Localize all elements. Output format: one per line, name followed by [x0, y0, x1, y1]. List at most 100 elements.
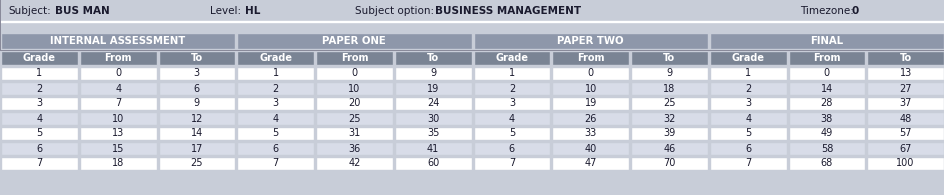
Bar — [77, 81, 78, 96]
Bar — [393, 96, 394, 111]
Text: 40: 40 — [584, 144, 596, 153]
Bar — [236, 81, 237, 96]
Text: BUSINESS MANAGEMENT: BUSINESS MANAGEMENT — [434, 6, 581, 16]
Bar — [236, 66, 314, 81]
Bar — [629, 81, 630, 96]
Bar — [708, 141, 786, 156]
Bar — [629, 66, 630, 81]
Bar — [471, 141, 472, 156]
Bar — [78, 65, 158, 66]
Bar — [708, 156, 709, 171]
Bar — [630, 66, 708, 81]
Bar — [866, 141, 867, 156]
Bar — [630, 96, 708, 111]
Bar — [786, 156, 866, 157]
Bar — [630, 66, 708, 67]
Bar — [708, 81, 709, 96]
Bar — [314, 96, 394, 97]
Bar — [472, 80, 550, 81]
Bar — [630, 95, 708, 96]
Text: 4: 4 — [115, 83, 121, 93]
Bar — [708, 141, 709, 156]
Bar — [786, 155, 866, 156]
Text: Grade: Grade — [259, 53, 292, 63]
Bar — [313, 96, 314, 111]
Bar — [314, 80, 394, 81]
Text: From: From — [340, 53, 368, 63]
Bar — [313, 111, 314, 126]
Bar — [313, 81, 314, 96]
Text: 6: 6 — [36, 144, 42, 153]
Bar — [865, 81, 866, 96]
Bar — [0, 125, 78, 126]
Bar — [550, 141, 630, 142]
Bar — [786, 141, 787, 156]
Bar — [630, 80, 708, 81]
Bar — [314, 111, 394, 112]
Bar — [708, 111, 709, 126]
Bar — [707, 126, 708, 141]
Text: INTERNAL ASSESSMENT: INTERNAL ASSESSMENT — [50, 36, 186, 46]
Bar — [158, 141, 159, 156]
Bar — [0, 0, 944, 50]
Bar — [943, 66, 944, 81]
Bar — [943, 126, 944, 141]
Bar — [472, 140, 550, 141]
Bar — [630, 141, 631, 156]
Bar — [550, 81, 630, 82]
Bar — [707, 66, 708, 81]
Bar — [943, 50, 944, 66]
Bar — [393, 141, 394, 156]
Bar — [0, 95, 78, 96]
Bar — [630, 141, 708, 142]
Bar — [472, 111, 550, 126]
Bar — [550, 81, 551, 96]
Bar — [157, 81, 158, 96]
Bar — [785, 81, 786, 96]
Bar — [0, 96, 78, 97]
Bar — [630, 125, 708, 126]
Text: 19: 19 — [584, 98, 596, 108]
Bar — [236, 111, 237, 126]
Bar — [550, 50, 630, 51]
Bar — [866, 96, 867, 111]
Bar — [158, 50, 236, 66]
Bar — [630, 155, 708, 156]
Bar — [236, 32, 472, 50]
Text: 6: 6 — [194, 83, 200, 93]
Bar — [236, 95, 314, 96]
Bar — [0, 156, 78, 171]
Bar — [708, 50, 709, 66]
Bar — [629, 50, 630, 66]
Bar — [786, 141, 866, 156]
Bar — [550, 50, 630, 66]
Bar — [394, 96, 472, 111]
Text: 26: 26 — [583, 113, 597, 123]
Bar — [550, 155, 630, 156]
Bar — [708, 81, 786, 82]
Bar — [472, 156, 473, 171]
Bar — [394, 141, 472, 142]
Bar — [236, 65, 314, 66]
Bar — [785, 111, 786, 126]
Text: 5: 5 — [744, 129, 750, 138]
Bar — [866, 81, 944, 96]
Bar — [786, 111, 866, 126]
Bar — [550, 170, 630, 171]
Bar — [78, 126, 158, 141]
Bar — [236, 140, 314, 141]
Bar — [708, 110, 786, 111]
Text: 12: 12 — [191, 113, 203, 123]
Bar — [236, 50, 314, 66]
Bar — [630, 81, 631, 96]
Text: 3: 3 — [272, 98, 278, 108]
Bar — [158, 80, 236, 81]
Bar — [313, 156, 314, 171]
Text: 5: 5 — [508, 129, 514, 138]
Text: 38: 38 — [820, 113, 832, 123]
Bar — [785, 126, 786, 141]
Bar — [78, 96, 79, 111]
Bar — [472, 50, 473, 66]
Bar — [0, 80, 78, 81]
Bar — [393, 111, 394, 126]
